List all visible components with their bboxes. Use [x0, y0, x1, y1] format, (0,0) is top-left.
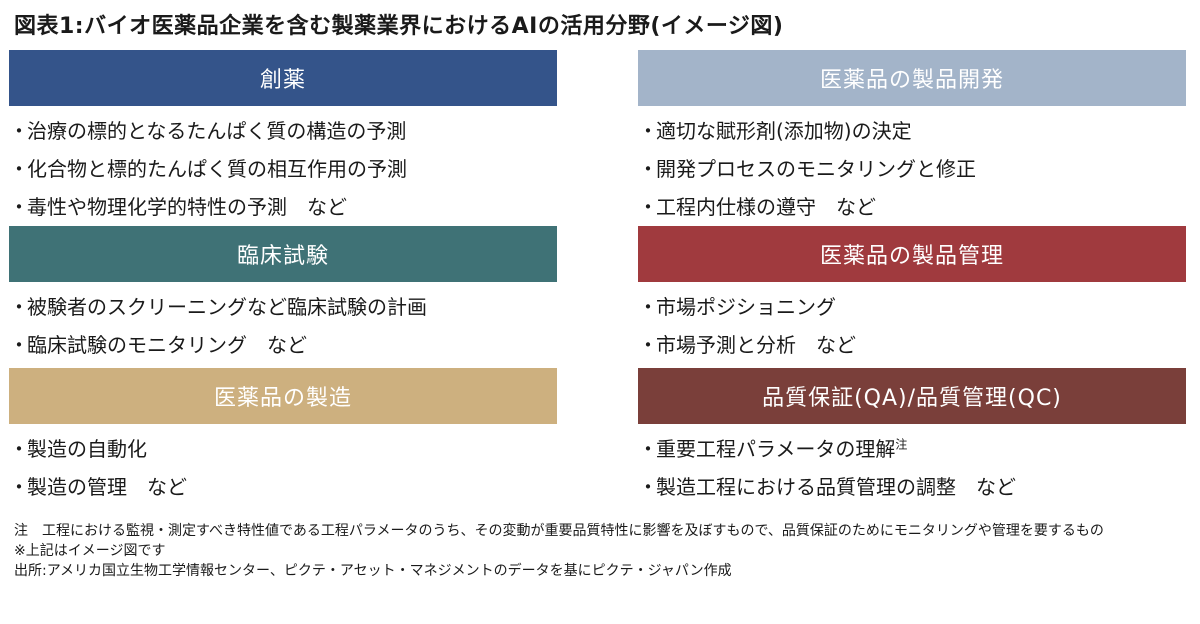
section-product-management: 医薬品の製品管理 ・市場ポジショニング ・市場予測と分析 など: [638, 226, 1186, 362]
source-line: 出所:アメリカ国立生物工学情報センター、ピクテ・アセット・マネジメントのデータを…: [14, 563, 732, 579]
right-column: 医薬品の製品開発 ・適切な賦形剤(添加物)の決定 ・開発プロセスのモニタリングと…: [638, 50, 1186, 504]
left-column: 創薬 ・治療の標的となるたんぱく質の構造の予測 ・化合物と標的たんぱく質の相互作…: [9, 50, 557, 504]
bullet: ・: [9, 294, 29, 319]
bullet: ・: [638, 294, 658, 319]
section-header-clinical-trials: 臨床試験: [9, 226, 557, 282]
list-item: ・製造の自動化: [9, 428, 557, 466]
item-list: ・市場ポジショニング ・市場予測と分析 など: [638, 282, 1186, 362]
bullet: ・: [638, 474, 658, 499]
disclaimer: ※上記はイメージ図です: [14, 543, 166, 559]
list-item: ・適切な賦形剤(添加物)の決定: [638, 110, 1186, 148]
bullet: ・: [9, 436, 29, 461]
section-drug-discovery: 創薬 ・治療の標的となるたんぱく質の構造の予測 ・化合物と標的たんぱく質の相互作…: [9, 50, 557, 224]
list-item: ・製造の管理 など: [9, 466, 557, 504]
list-item: ・開発プロセスのモニタリングと修正: [638, 148, 1186, 186]
list-item: ・重要工程パラメータの理解注: [638, 428, 1186, 466]
note-label: 注: [14, 523, 28, 539]
section-header-drug-discovery: 創薬: [9, 50, 557, 106]
item-list: ・重要工程パラメータの理解注 ・製造工程における品質管理の調整 など: [638, 424, 1186, 504]
bullet: ・: [638, 436, 658, 461]
bullet: ・: [9, 194, 29, 219]
section-header-product-management: 医薬品の製品管理: [638, 226, 1186, 282]
footnotes: 注工程における監視・測定すべき特性値である工程パラメータのうち、その変動が重要品…: [14, 521, 1184, 581]
list-item: ・毒性や物理化学的特性の予測 など: [9, 186, 557, 224]
section-product-development: 医薬品の製品開発 ・適切な賦形剤(添加物)の決定 ・開発プロセスのモニタリングと…: [638, 50, 1186, 224]
section-header-quality-assurance: 品質保証(QA)/品質管理(QC): [638, 368, 1186, 424]
section-header-product-development: 医薬品の製品開発: [638, 50, 1186, 106]
bullet: ・: [638, 118, 658, 143]
section-clinical-trials: 臨床試験 ・被験者のスクリーニングなど臨床試験の計画 ・臨床試験のモニタリング …: [9, 226, 557, 362]
figure-title: 図表1:バイオ医薬品企業を含む製薬業界におけるAIの活用分野(イメージ図): [14, 14, 784, 39]
bullet: ・: [638, 156, 658, 181]
bullet: ・: [638, 194, 658, 219]
note-text: 工程における監視・測定すべき特性値である工程パラメータのうち、その変動が重要品質…: [42, 523, 1104, 539]
note-line: 注工程における監視・測定すべき特性値である工程パラメータのうち、その変動が重要品…: [14, 521, 1184, 541]
item-list: ・適切な賦形剤(添加物)の決定 ・開発プロセスのモニタリングと修正 ・工程内仕様…: [638, 106, 1186, 224]
item-list: ・製造の自動化 ・製造の管理 など: [9, 424, 557, 504]
bullet: ・: [9, 156, 29, 181]
list-item: ・化合物と標的たんぱく質の相互作用の予測: [9, 148, 557, 186]
footnote-mark: 注: [895, 436, 908, 451]
list-item: ・市場ポジショニング: [638, 286, 1186, 324]
list-item: ・工程内仕様の遵守 など: [638, 186, 1186, 224]
list-item: ・市場予測と分析 など: [638, 324, 1186, 362]
list-item: ・被験者のスクリーニングなど臨床試験の計画: [9, 286, 557, 324]
item-list: ・被験者のスクリーニングなど臨床試験の計画 ・臨床試験のモニタリング など: [9, 282, 557, 362]
list-item: ・臨床試験のモニタリング など: [9, 324, 557, 362]
item-list: ・治療の標的となるたんぱく質の構造の予測 ・化合物と標的たんぱく質の相互作用の予…: [9, 106, 557, 224]
bullet: ・: [9, 332, 29, 357]
list-item: ・製造工程における品質管理の調整 など: [638, 466, 1186, 504]
section-manufacturing: 医薬品の製造 ・製造の自動化 ・製造の管理 など: [9, 368, 557, 504]
bullet: ・: [9, 118, 29, 143]
bullet: ・: [9, 474, 29, 499]
list-item: ・治療の標的となるたんぱく質の構造の予測: [9, 110, 557, 148]
section-header-manufacturing: 医薬品の製造: [9, 368, 557, 424]
bullet: ・: [638, 332, 658, 357]
section-quality-assurance: 品質保証(QA)/品質管理(QC) ・重要工程パラメータの理解注 ・製造工程にお…: [638, 368, 1186, 504]
